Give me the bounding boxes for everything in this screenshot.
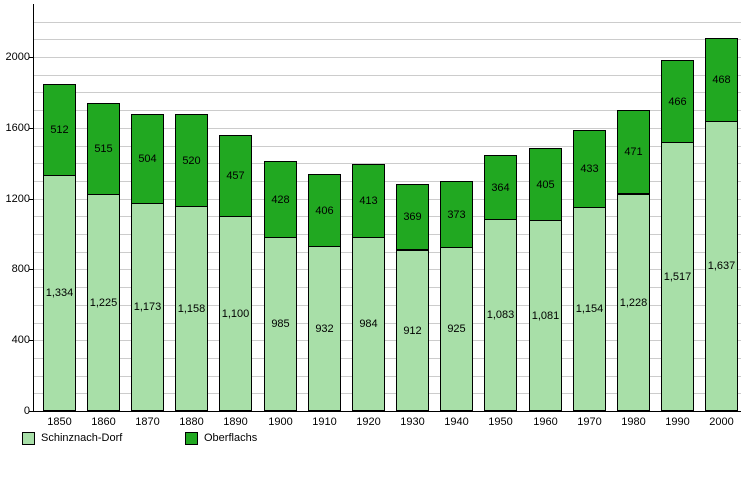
x-axis-tick-label: 1980: [621, 416, 646, 428]
bar-segment-schinznach-dorf: 1,083: [484, 219, 517, 411]
bar-segment-schinznach-dorf: 985: [264, 237, 297, 411]
x-axis-tick-label: 1930: [400, 416, 425, 428]
x-axis-line: [33, 411, 741, 412]
chart-legend: Schinznach-Dorf Oberflachs: [0, 428, 745, 450]
bar-segment-schinznach-dorf: 925: [440, 247, 473, 411]
x-axis-tick-label: 1910: [312, 416, 337, 428]
y-axis-tick: [29, 199, 33, 200]
bar-segment-schinznach-dorf: 1,158: [175, 206, 208, 411]
bar-segment-oberflachs: 512: [43, 84, 76, 176]
bar-segment-oberflachs: 468: [705, 38, 738, 122]
gridline: [33, 39, 741, 40]
bar-segment-oberflachs: 405: [529, 148, 562, 221]
bar-segment-schinznach-dorf: 912: [396, 250, 429, 411]
gridline: [33, 269, 741, 270]
y-axis-tick-label: 2000: [5, 51, 30, 63]
bar-segment-oberflachs: 520: [175, 114, 208, 207]
gridline: [33, 146, 741, 147]
legend-item-schinznach-dorf: Schinznach-Dorf: [22, 428, 122, 448]
gridline: [33, 340, 741, 341]
x-axis-tick-label: 1950: [488, 416, 513, 428]
y-axis-tick-label: 1600: [5, 121, 30, 134]
y-axis-line: [33, 4, 34, 412]
x-axis-tick-label: 1850: [47, 416, 72, 428]
gridline: [33, 305, 741, 306]
bar-segment-oberflachs: 471: [617, 110, 650, 194]
bar-segment-schinznach-dorf: 1,225: [87, 194, 120, 411]
x-axis-tick-label: 1890: [223, 416, 248, 428]
y-axis-tick-label: 1200: [5, 192, 30, 205]
gridline: [33, 181, 741, 182]
x-axis-tick-label: 1990: [665, 416, 690, 428]
bar-segment-schinznach-dorf: 984: [352, 237, 385, 411]
gridline: [33, 75, 741, 76]
gridline: [33, 216, 741, 217]
legend-item-oberflachs: Oberflachs: [185, 428, 257, 448]
x-axis-tick-label: 1900: [268, 416, 293, 428]
bar-segment-schinznach-dorf: 1,334: [43, 175, 76, 411]
x-axis-tick-label: 1920: [356, 416, 381, 428]
x-axis-tick-label: 2000: [709, 416, 734, 428]
bar-segment-schinznach-dorf: 1,637: [705, 121, 738, 411]
gridline: [33, 57, 741, 58]
bar-segment-oberflachs: 457: [219, 135, 252, 217]
gridline: [33, 252, 741, 253]
bar-segment-oberflachs: 369: [396, 184, 429, 250]
bar-segment-schinznach-dorf: 1,154: [573, 207, 606, 411]
bar-segment-oberflachs: 373: [440, 181, 473, 248]
gridline: [33, 92, 741, 93]
bar-segment-schinznach-dorf: 1,081: [529, 220, 562, 411]
legend-label-schinznach-dorf: Schinznach-Dorf: [41, 432, 123, 444]
bar-segment-oberflachs: 466: [661, 60, 694, 143]
y-axis-tick: [29, 269, 33, 270]
x-axis-tick-label: 1860: [91, 416, 116, 428]
bar-segment-schinznach-dorf: 1,517: [661, 142, 694, 411]
x-axis-tick-label: 1970: [577, 416, 602, 428]
y-axis-tick: [29, 128, 33, 129]
gridline: [33, 393, 741, 394]
gridline: [33, 163, 741, 164]
x-axis-tick-label: 1940: [444, 416, 469, 428]
bar-segment-oberflachs: 413: [352, 164, 385, 238]
gridline: [33, 287, 741, 288]
legend-swatch-oberflachs: [185, 431, 198, 445]
y-axis-tick: [29, 340, 33, 341]
bar-segment-oberflachs: 433: [573, 130, 606, 208]
gridline: [33, 376, 741, 377]
legend-label-oberflachs: Oberflachs: [204, 432, 258, 444]
gridline: [33, 358, 741, 359]
gridline: [33, 323, 741, 324]
bar-segment-oberflachs: 504: [131, 114, 164, 204]
bar-segment-oberflachs: 515: [87, 103, 120, 195]
x-axis-tick-label: 1960: [533, 416, 558, 428]
gridline: [33, 128, 741, 129]
y-axis-tick: [29, 57, 33, 58]
bar-segment-schinznach-dorf: 1,173: [131, 203, 164, 411]
y-axis-tick-label: 0: [23, 405, 30, 417]
bar-segment-oberflachs: 364: [484, 155, 517, 220]
bar-segment-oberflachs: 428: [264, 161, 297, 238]
legend-swatch-schinznach-dorf: [22, 431, 35, 445]
gridline: [33, 199, 741, 200]
bar-segment-schinznach-dorf: 1,228: [617, 194, 650, 411]
gridline: [33, 22, 741, 23]
bar-segment-schinznach-dorf: 1,100: [219, 216, 252, 411]
bar-segment-schinznach-dorf: 932: [308, 246, 341, 411]
x-axis-tick-label: 1870: [135, 416, 160, 428]
y-axis-tick-label: 800: [11, 263, 30, 276]
y-axis-tick: [29, 411, 33, 412]
bar-segment-oberflachs: 406: [308, 174, 341, 247]
gridline: [33, 234, 741, 235]
x-axis-tick-label: 1880: [179, 416, 204, 428]
gridline: [33, 110, 741, 111]
y-axis-tick-label: 400: [11, 334, 30, 347]
